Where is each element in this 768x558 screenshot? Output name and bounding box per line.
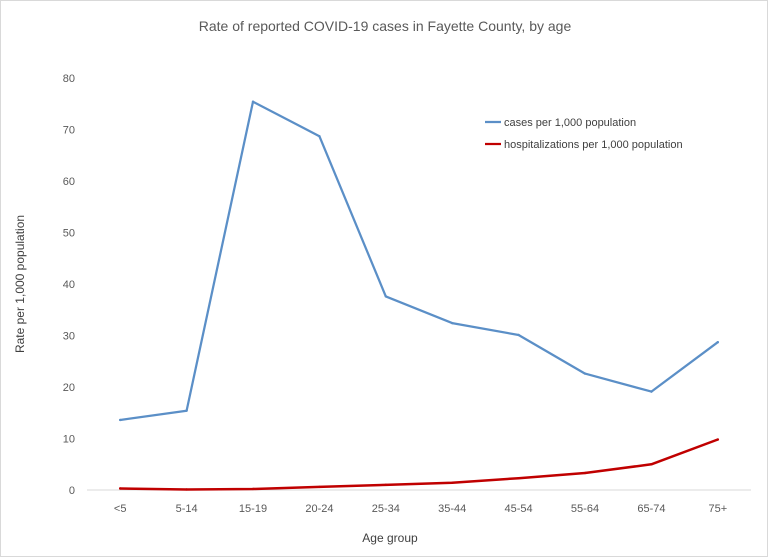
data-point (583, 471, 587, 475)
data-point (517, 333, 520, 337)
series-layer (118, 100, 720, 491)
x-tick-label: 35-44 (438, 503, 466, 515)
legend: cases per 1,000 population hospitalizatio… (485, 117, 683, 151)
data-point (251, 487, 255, 491)
x-tick-label: 55-64 (571, 503, 599, 515)
x-tick-label: <5 (114, 503, 127, 515)
chart-title: Rate of reported COVID-19 cases in Fayet… (199, 18, 572, 34)
legend-label: cases per 1,000 population (504, 117, 636, 129)
y-tick-label: 80 (63, 73, 75, 85)
x-axis-ticks: <5 5-14 15-19 20-24 25-34 35-44 45-54 55-64 65-7… (114, 503, 727, 515)
x-axis-title: Age group (362, 531, 418, 545)
data-point (650, 390, 653, 393)
data-point (517, 476, 520, 480)
data-point (384, 295, 387, 298)
data-point (716, 340, 719, 344)
x-tick-label: 5-14 (176, 503, 198, 515)
y-tick-label: 60 (63, 176, 75, 188)
y-tick-label: 50 (63, 228, 75, 240)
x-tick-label: 20-24 (305, 503, 333, 515)
data-point (251, 100, 255, 103)
y-tick-label: 0 (69, 485, 75, 497)
data-point (583, 372, 587, 375)
x-tick-label: 65-74 (637, 503, 665, 515)
x-tick-label: 75+ (708, 503, 727, 515)
data-point (119, 487, 122, 490)
data-point (185, 488, 188, 491)
y-axis-title: Rate per 1,000 population (13, 215, 27, 353)
data-point (318, 134, 321, 138)
y-tick-label: 10 (63, 434, 75, 446)
y-tick-label: 70 (63, 125, 75, 137)
series-line-cases (119, 100, 719, 422)
x-tick-label: 15-19 (239, 503, 267, 515)
y-axis-ticks: 0 10 20 30 40 50 60 70 80 (63, 73, 75, 497)
data-point (384, 483, 387, 487)
y-tick-label: 30 (63, 331, 75, 343)
data-point (185, 409, 188, 412)
series-line-hospitalizations (118, 438, 720, 491)
x-tick-label: 45-54 (505, 503, 533, 515)
data-point (451, 481, 454, 484)
data-point (451, 321, 454, 325)
y-tick-label: 20 (63, 382, 75, 394)
x-tick-label: 25-34 (372, 503, 400, 515)
data-point (318, 485, 321, 489)
data-point (119, 418, 122, 422)
data-point (650, 463, 653, 466)
legend-label: hospitalizations per 1,000 population (504, 139, 683, 151)
y-tick-label: 40 (63, 279, 75, 291)
data-point (716, 438, 719, 441)
